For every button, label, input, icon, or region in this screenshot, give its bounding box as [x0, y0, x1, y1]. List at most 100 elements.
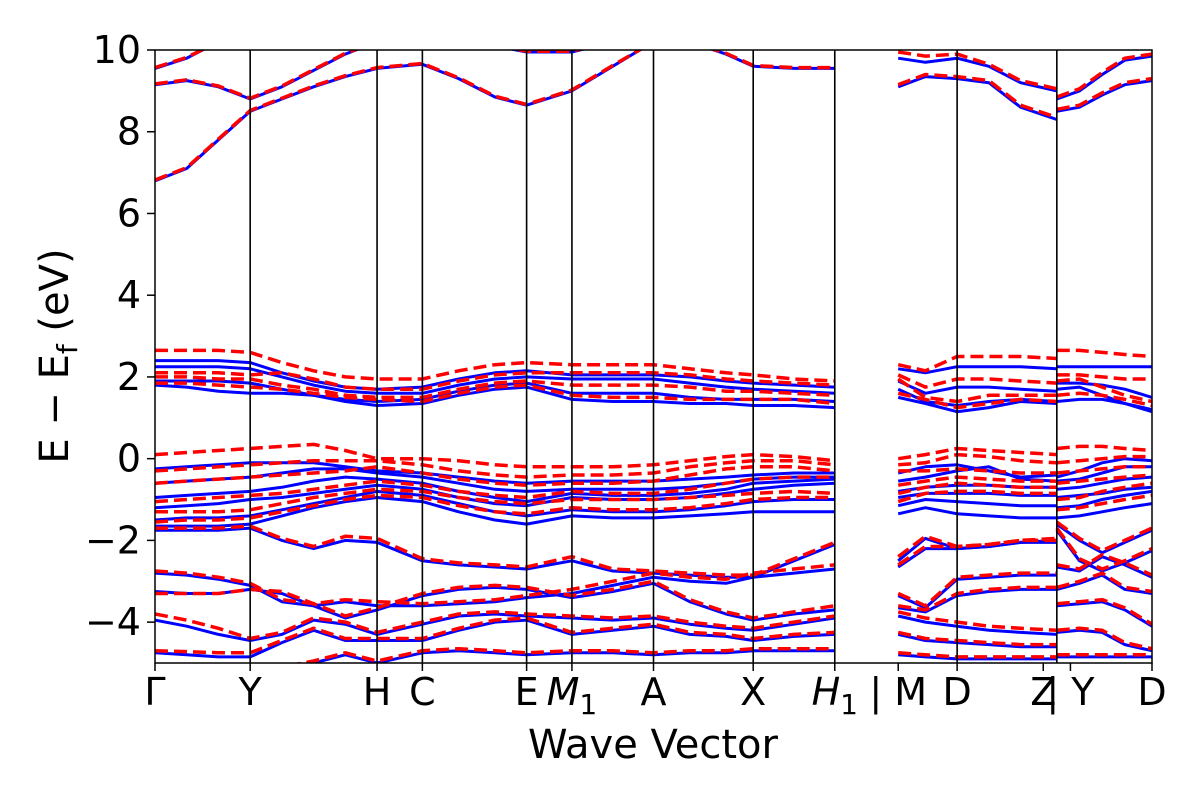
y-axis-title-unit: (eV): [32, 248, 78, 344]
band-line-dashed-seg0-b5: [155, 375, 835, 400]
band-line-dashed-seg2-b9: [1056, 473, 1152, 485]
band-line-dashed-seg0-b13: [155, 524, 836, 577]
band-line-dashed-seg0-b18: [293, 646, 835, 663]
band-line-solid-seg1-b7: [897, 465, 1057, 483]
band-line-solid-seg1-b10: [897, 498, 1057, 508]
band-line-solid-seg0-b6: [155, 383, 835, 410]
band-line-solid-seg0-b16: [155, 612, 836, 642]
band-line-solid-seg2-b16: [1056, 600, 1152, 628]
band-line-solid-seg1-b1: [897, 75, 1058, 121]
x-tick-label: H1: [812, 670, 858, 721]
band-line-dashed-seg0-b12: [155, 493, 835, 524]
band-line-dashed-seg1-b15: [897, 585, 1057, 612]
band-line-dashed-seg1-b10: [897, 481, 1057, 496]
band-line-solid-seg0-b4: [155, 365, 835, 395]
band-line-dashed-seg1-b5: [897, 391, 1057, 410]
band-line-solid-seg2-b5: [1056, 397, 1152, 414]
band-line-dashed-seg1-b0: [897, 50, 1058, 91]
band-line-dashed-seg2-b6: [1056, 444, 1152, 453]
band-line-dashed-seg1-b1: [897, 72, 1058, 120]
band-line-solid-seg2-b1: [1056, 79, 1152, 113]
band-line-dashed-seg0-b11: [155, 487, 835, 514]
y-tick-label: 0: [117, 437, 141, 481]
band-line-dashed-seg0-b4: [155, 371, 835, 391]
band-line-solid-seg2-b8: [1056, 475, 1152, 491]
band-line-dashed-seg2-b3: [1056, 373, 1152, 381]
band-line-solid-seg1-b2: [897, 365, 1057, 375]
band-line-solid-seg0-b12: [155, 496, 835, 528]
x-tick-label: H: [363, 670, 392, 714]
band-line-solid-seg1-b0: [897, 56, 1058, 93]
y-tick-label: −4: [85, 600, 141, 644]
band-line-dashed-seg2-b0: [1056, 52, 1152, 99]
band-line-solid-seg0-b3: [155, 359, 835, 391]
y-tick-label: 2: [117, 355, 141, 399]
x-tick-label: Z: [1030, 670, 1056, 714]
x-axis-ticks: Γ Y H C E M1 A X H1 | M D Z| Y D: [144, 663, 1167, 721]
y-axis-title-main: E − E: [32, 354, 78, 464]
band-line-dashed-seg2-b12: [1055, 520, 1152, 553]
band-line-solid-seg2-b3: [1056, 381, 1152, 399]
y-axis-title: E − Ef (eV): [32, 248, 84, 463]
band-line-dashed-seg1-b7: [898, 452, 1057, 467]
band-line-solid-seg1-b16: [897, 614, 1057, 636]
band-line-solid-seg1-b18: [898, 653, 1057, 661]
x-tick-label: D: [1137, 670, 1166, 714]
band-line-dashed-seg0-b16: [155, 610, 836, 641]
x-tick-label: M1: [547, 670, 598, 721]
band-line-solid-seg1-b17: [897, 632, 1057, 649]
band-line-solid-seg1-b15: [897, 587, 1057, 614]
y-tick-label: 10: [93, 28, 141, 72]
band-line-dashed-seg0-b0: [155, 50, 835, 182]
band-line-dashed-seg1-b9: [897, 475, 1057, 487]
band-line-dashed-seg1-b13: [897, 538, 1057, 567]
band-line-dashed-seg2-b15: [1056, 571, 1152, 594]
x-tick-label: Y: [238, 670, 263, 714]
band-line-dashed-seg2-b2: [1056, 348, 1152, 359]
x-tick-label: Γ: [144, 670, 165, 714]
band-line-dashed-seg2-b14: [1056, 552, 1152, 577]
band-line-solid-seg1-b3: [897, 379, 1057, 395]
band-line-solid-seg1-b5: [897, 395, 1057, 414]
y-axis-title-subscript: f: [51, 343, 84, 354]
band-line-dashed-seg2-b17: [1056, 626, 1152, 651]
band-line-dashed-seg0-b8: [155, 458, 835, 479]
band-line-dashed-seg0-b3: [155, 348, 835, 383]
band-line-dashed-seg1-b8: [898, 467, 1057, 475]
band-line-dashed-seg0-b9: [155, 465, 835, 487]
band-line-dashed-seg1-b2: [897, 354, 1057, 373]
band-line-dashed-seg2-b10: [1056, 481, 1152, 502]
band-line-dashed-seg2-b16: [1056, 597, 1152, 626]
band-line-solid-seg2-b11: [1056, 502, 1152, 520]
band-line-dashed-seg0-b17: [155, 616, 835, 655]
band-line-dashed-seg1-b4: [897, 377, 1057, 404]
band-line-dashed-seg2-b4: [1056, 377, 1152, 404]
x-tick-label: E: [515, 670, 539, 714]
band-line-dashed-seg1-b14: [897, 571, 1057, 608]
band-line-dashed-seg1-b3: [897, 373, 1057, 389]
band-line-solid-seg2-b10: [1056, 489, 1152, 510]
y-tick-label: −2: [85, 518, 141, 562]
x-tick-label: | Y: [1046, 670, 1095, 715]
y-tick-label: 8: [117, 110, 141, 154]
band-line-dashed-seg1-b11: [897, 489, 1057, 504]
band-line-dashed-seg2-b5: [1056, 391, 1152, 408]
band-line-dashed-seg2-b13: [1055, 527, 1152, 571]
x-tick-label: A: [641, 670, 667, 714]
band-line-solid-seg2-b17: [1056, 628, 1152, 653]
x-tick-label: | M: [869, 670, 927, 715]
band-line-dashed-seg1-b6: [897, 446, 1057, 461]
band-line-solid-seg1-b11: [897, 506, 1057, 520]
band-line-dashed-seg2-b8: [1056, 465, 1152, 475]
y-axis-ticks: 10 8 6 4 2 0 −2 −4: [85, 28, 155, 644]
y-tick-label: 6: [117, 191, 141, 235]
band-line-solid-seg1-b14: [897, 573, 1057, 610]
y-tick-label: 4: [117, 273, 141, 317]
band-line-dashed-seg0-b1: [155, 50, 585, 100]
band-line-dashed-seg1-b18: [898, 651, 1057, 659]
x-axis-title: Wave Vector: [528, 722, 779, 768]
band-line-dashed-seg0-b10: [155, 475, 835, 504]
band-line-solid-seg2-b6: [1056, 457, 1152, 479]
band-line-dashed-seg0-b14: [155, 563, 835, 606]
